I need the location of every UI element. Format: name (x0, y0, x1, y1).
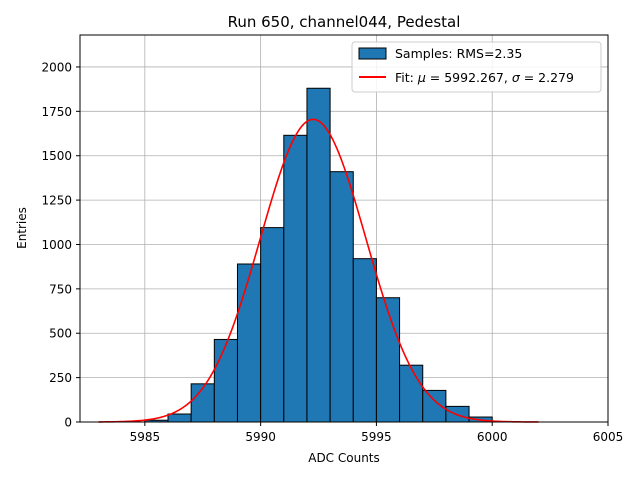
x-axis-label: ADC Counts (308, 451, 380, 465)
x-tick-label: 5995 (361, 430, 392, 444)
legend-samples-label: Samples: RMS=2.35 (395, 46, 522, 61)
axis-ticks: 5985 5990 5995 6000 6005 0 250 500 750 1000 1250 15… (41, 60, 623, 444)
y-tick-label: 0 (64, 416, 72, 430)
histogram-bar (306, 87, 331, 423)
y-tick-label: 1000 (41, 238, 72, 252)
legend-fit-sigma-value: = 2.279 (520, 70, 574, 85)
x-tick-label: 5985 (130, 430, 161, 444)
legend-box (351, 41, 602, 93)
y-tick-label: 1250 (41, 194, 72, 208)
y-tick-label: 750 (49, 282, 72, 296)
histogram-bar (167, 413, 192, 423)
legend-fit-prefix: Fit: (395, 70, 418, 85)
plot-frame (79, 34, 609, 423)
histogram-bar (352, 258, 377, 423)
chart-title: Run 650, channel044, Pedestal (228, 13, 461, 31)
x-tick-label: 6005 (593, 430, 624, 444)
y-tick-label: 1500 (41, 149, 72, 163)
histogram-bar (213, 338, 238, 423)
legend-fit-sigma-symbol: σ (512, 70, 521, 85)
histogram-bars (144, 87, 493, 423)
fit-curve (98, 118, 539, 423)
y-axis-label: Entries (15, 207, 29, 249)
histogram-bar (236, 263, 262, 423)
legend-fit-mu-value: = 5992.267, (426, 70, 512, 85)
y-tick-label: 1750 (41, 105, 72, 119)
histogram-bar (329, 171, 354, 423)
legend-samples-swatch (358, 47, 387, 60)
histogram-bar (283, 134, 308, 423)
histogram-bar (399, 364, 424, 423)
histogram-bar (190, 383, 215, 423)
legend-fit-mu-symbol: μ (417, 70, 426, 85)
legend-fit-label: Fit: μ = 5992.267, σ = 2.279 (395, 70, 574, 85)
x-tick-label: 5990 (245, 430, 276, 444)
y-tick-label: 2000 (41, 60, 72, 74)
fit-curve-layer (98, 118, 539, 423)
histogram-bar (375, 297, 401, 423)
legend: Samples: RMS=2.35 Fit: μ = 5992.267, σ =… (351, 41, 602, 93)
y-tick-label: 500 (49, 327, 72, 341)
histogram-bar (260, 227, 285, 423)
x-tick-label: 6000 (477, 430, 508, 444)
y-tick-label: 250 (49, 371, 72, 385)
